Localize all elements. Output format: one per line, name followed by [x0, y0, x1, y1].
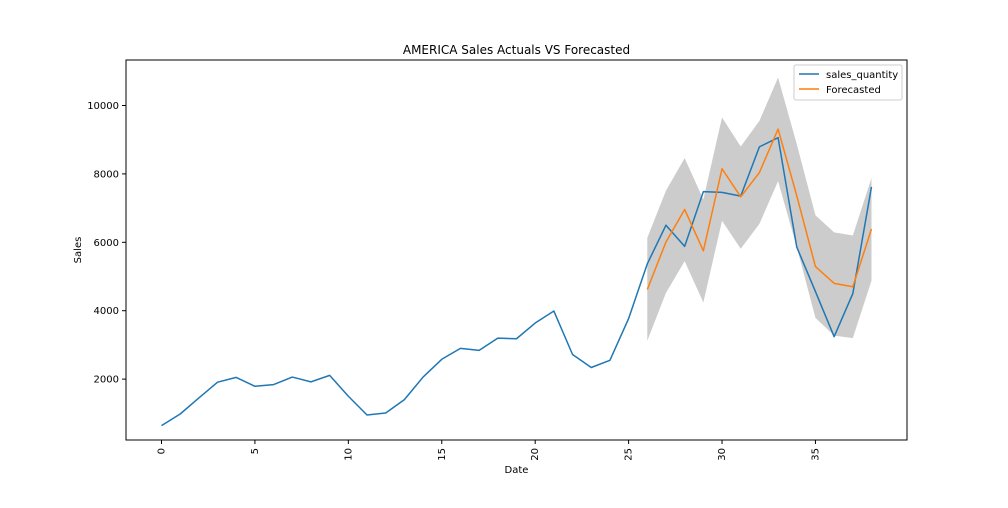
- forecast-confidence-band: [647, 77, 872, 341]
- legend-box: [793, 64, 903, 101]
- x-tick-label: 15: [437, 448, 448, 461]
- x-tick-label: 25: [624, 448, 635, 461]
- chart-title: AMERICA Sales Actuals VS Forecasted: [403, 43, 630, 57]
- x-tick-label: 0: [157, 448, 168, 454]
- y-axis-ticks: 2000 4000 6000 8000 10000: [87, 101, 126, 386]
- y-tick-label: 6000: [94, 238, 119, 249]
- y-axis-label: Sales: [73, 237, 84, 264]
- y-tick-label: 4000: [94, 306, 119, 317]
- x-tick-label: 5: [250, 448, 261, 454]
- series-lines-layer: [161, 128, 873, 427]
- y-tick-label: 10000: [87, 101, 119, 112]
- x-tick-label: 30: [717, 448, 728, 461]
- x-tick-label: 20: [530, 448, 541, 461]
- series-line-forecasted: [646, 128, 873, 290]
- legend-label-sales-quantity: sales_quantity: [826, 70, 898, 81]
- legend-label-forecasted: Forecasted: [826, 85, 881, 96]
- x-tick-label: 10: [343, 448, 354, 461]
- y-tick-label: 2000: [94, 375, 119, 386]
- x-axis-ticks: 0 5 10 15 20 25 30 35: [157, 440, 821, 461]
- plot-area-frame: [125, 59, 908, 441]
- series-line-sales-quantity: [161, 136, 873, 427]
- confidence-band-layer: [647, 77, 872, 341]
- y-tick-label: 8000: [94, 169, 119, 180]
- x-axis-label: Date: [505, 465, 529, 476]
- x-tick-label: 35: [810, 448, 821, 461]
- legend: sales_quantity Forecasted: [793, 64, 903, 101]
